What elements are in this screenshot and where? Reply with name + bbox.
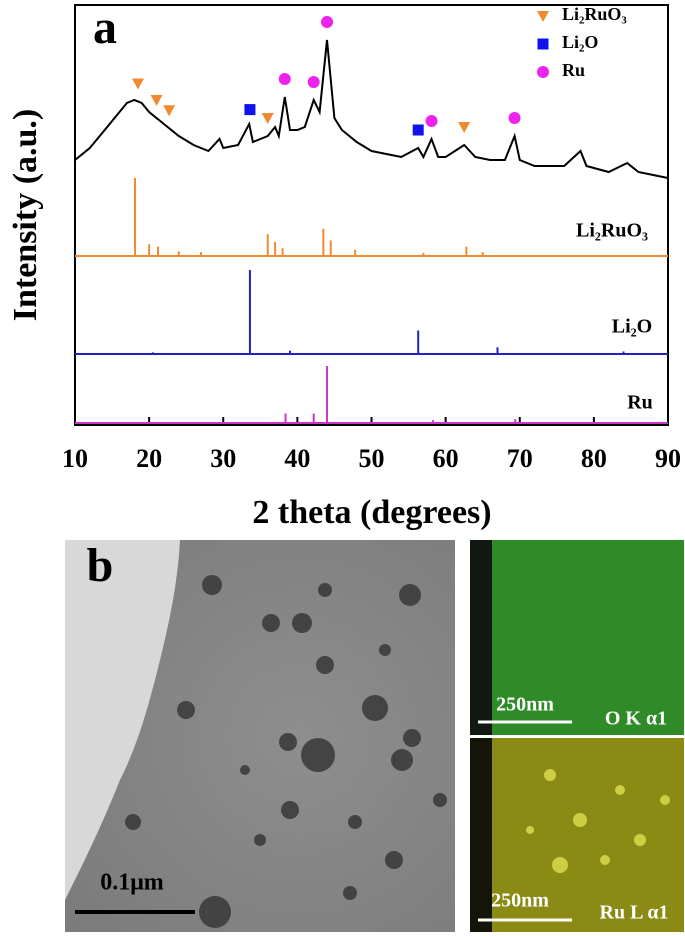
panel-label: a xyxy=(93,1,117,54)
x-tick-label: 90 xyxy=(655,444,681,473)
peak-marker xyxy=(163,105,176,117)
tem-scale-label: 0.1μm xyxy=(100,870,164,896)
trace-label: Li₂RuO₃ xyxy=(576,220,648,242)
map-particles xyxy=(526,769,670,873)
peak-marker xyxy=(278,73,291,85)
map-scale-label: 250nm xyxy=(496,694,554,716)
eds-map-o xyxy=(470,540,684,735)
tem-bright-region xyxy=(65,540,180,900)
experimental-trace xyxy=(74,39,669,179)
legend-symbol xyxy=(537,11,549,22)
trace-label: Li₂O xyxy=(612,316,652,338)
panel-label: b xyxy=(87,539,114,592)
peak-marker xyxy=(307,76,320,88)
x-tick-label: 20 xyxy=(136,444,162,473)
eds-map-ru xyxy=(470,738,684,932)
peak-marker xyxy=(321,16,334,28)
x-axis-label: 2 theta (degrees) xyxy=(252,494,491,531)
legend-symbol xyxy=(537,66,549,78)
map-element-label: Ru L α1 xyxy=(600,902,669,924)
peak-marker xyxy=(425,115,438,127)
x-tick-label: 40 xyxy=(284,444,310,473)
y-axis-label: Intensity (a.u.) xyxy=(7,109,44,322)
peak-marker xyxy=(244,104,256,116)
panel-b: 0.1μm b 250nm O K α1 250nm Ru L α1 xyxy=(65,539,684,932)
map-element-label: O K α1 xyxy=(605,708,667,730)
legend-symbol xyxy=(537,38,549,50)
peak-marker xyxy=(132,78,145,90)
x-tick-label: 70 xyxy=(507,444,533,473)
map-scale-label: 250nm xyxy=(491,890,549,912)
peak-marker xyxy=(261,113,274,124)
x-tick-label: 80 xyxy=(581,444,607,473)
x-tick-label: 30 xyxy=(210,444,236,473)
trace-label: Ru xyxy=(627,392,653,414)
peak-marker xyxy=(150,95,163,106)
x-tick-label: 60 xyxy=(433,444,459,473)
eds-map-dark-edge xyxy=(470,738,492,932)
legend-label: Li₂O xyxy=(562,32,598,52)
xrd-chart: a 2 theta (degrees) Intensity (a.u.) 10 2… xyxy=(7,1,681,531)
legend-label: Li₂RuO₃ xyxy=(562,4,627,24)
eds-map-dark-edge xyxy=(470,540,492,735)
legend-label: Ru xyxy=(562,60,585,80)
peak-marker xyxy=(412,124,424,136)
x-tick-label: 50 xyxy=(359,444,385,473)
tem-particles xyxy=(125,575,447,928)
peak-marker xyxy=(458,122,471,133)
x-tick-label: 10 xyxy=(62,444,88,473)
peak-marker xyxy=(508,112,521,124)
